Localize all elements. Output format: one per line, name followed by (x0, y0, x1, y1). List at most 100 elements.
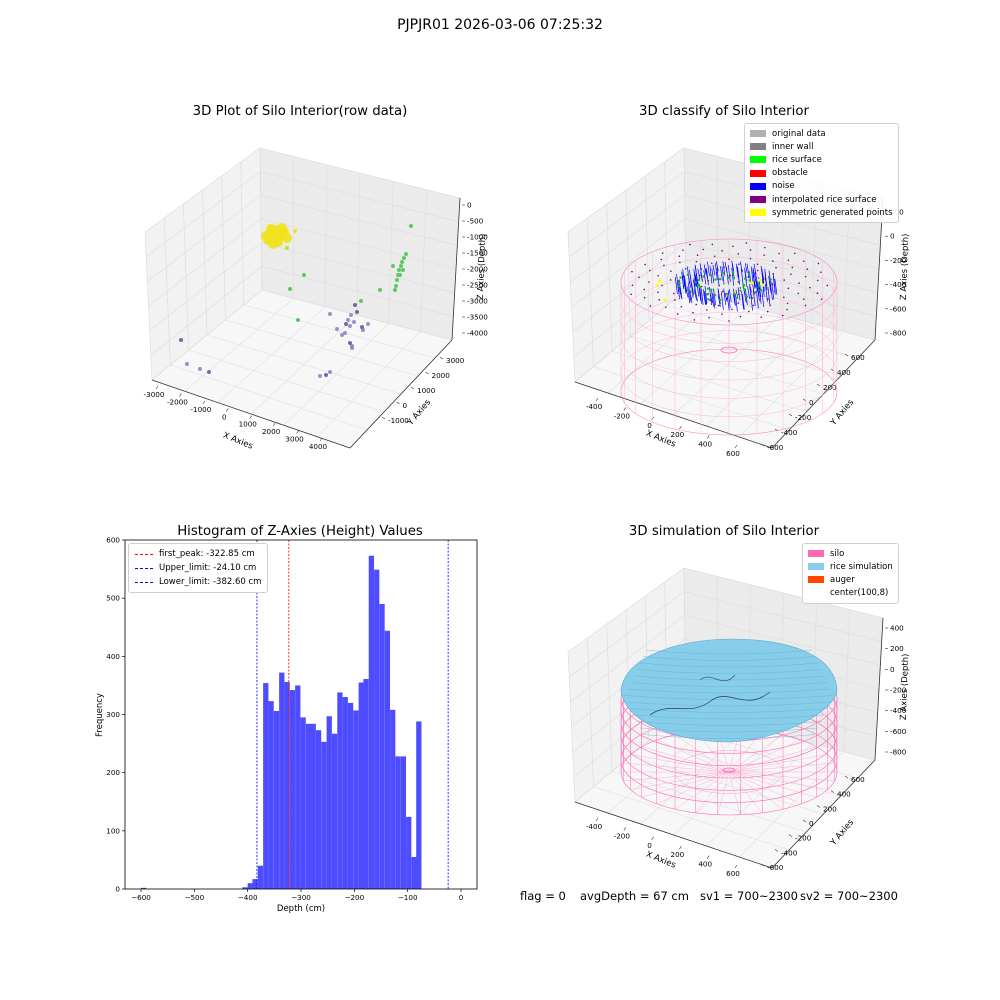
classify-noise-line (681, 271, 685, 289)
classify-rice-point (731, 272, 735, 275)
classify-noise-line (764, 271, 768, 291)
sim-rice-mesh (627, 688, 831, 694)
classify-x-axis-line (574, 381, 773, 449)
classify-interp-point (721, 249, 723, 252)
classify-noise-line (756, 290, 759, 309)
classify-noise-line (721, 292, 724, 310)
classify-rice-point (726, 292, 729, 296)
classify-noise-line (716, 267, 720, 285)
sim-y-tick (802, 819, 807, 823)
hist-legend-label: Lower_limit: -382.60 cm (159, 577, 262, 587)
hist-bar (395, 756, 401, 889)
sim-grid (738, 751, 844, 858)
classify-noise-line (711, 289, 714, 307)
classify-interp-point (678, 255, 681, 258)
classify-interp-point (787, 259, 790, 262)
classify-noise-line (754, 276, 758, 286)
classify-interp-point (760, 316, 762, 319)
raw-point (179, 338, 183, 342)
classify-x-tick (595, 397, 599, 402)
classify-grid (664, 161, 668, 306)
classify-y-tick (760, 443, 765, 447)
classify-y-tick-label: -400 (781, 428, 798, 437)
classify-noise-line (697, 268, 701, 280)
classify-rice-point (694, 280, 697, 284)
classify-noise-line (688, 283, 691, 302)
histogram-legend: first_peak: -322.85 cm Upper_limit: -24.1… (128, 543, 269, 593)
raw-z-axis-line (451, 197, 461, 341)
classify-interp-point (643, 296, 646, 299)
classify-noise-line (703, 270, 707, 285)
classify-noise-line (750, 266, 754, 284)
sim-rice-mesh (645, 649, 813, 655)
classify-noise-line (757, 285, 760, 302)
raw-point (349, 313, 353, 317)
classify-interp-point (676, 313, 679, 315)
classify-x-tick-label: -200 (614, 411, 631, 420)
classify-interp-point (820, 271, 822, 274)
classify-legend-entry: symmetric generated points (750, 206, 893, 219)
hist-x-tick-label: 0 (459, 893, 464, 902)
sim-y-tick (774, 849, 779, 852)
raw-z-tick-label: -1000 (467, 233, 488, 242)
classify-noise-line (740, 268, 744, 287)
raw-z-tick-label: 0 (467, 201, 472, 210)
classify-interp-point (684, 267, 687, 270)
classify-noise-line (752, 274, 756, 288)
classify-noise-line (752, 282, 755, 295)
classify-noise-line (723, 288, 727, 305)
classify-noise-line (726, 295, 730, 311)
hist-x-tick-label: −400 (238, 893, 258, 902)
hist-legend-label: first_peak: -322.85 cm (159, 549, 255, 559)
hist-bar (331, 733, 338, 889)
classify-legend-swatch (750, 169, 766, 177)
classify-noise-line (713, 288, 716, 306)
classify-legend-swatch (750, 143, 766, 151)
sim-x-tick-label: 200 (671, 850, 685, 859)
classify-interp-point (809, 286, 811, 289)
raw-z-tick-label: -1500 (467, 249, 488, 258)
classify-noise-line (694, 289, 697, 301)
classify-x-tick (623, 407, 627, 411)
classify-rice-point (748, 272, 751, 276)
classify-rice-point (759, 288, 762, 292)
classify-noise-line (724, 292, 728, 302)
raw-point (266, 224, 276, 234)
classify-interp-point (786, 302, 789, 305)
raw-point (391, 264, 395, 268)
classify-interp-point (670, 270, 672, 272)
classify-interp-point (649, 305, 652, 307)
classify-legend-entry: interpolated rice surface (750, 193, 893, 206)
hist-bar (252, 879, 258, 889)
classify-interp-point (657, 274, 659, 277)
classify-interp-point (739, 287, 742, 289)
classify-interp-point (793, 252, 796, 255)
classify-z-tick-label: 0 (890, 232, 895, 241)
classify-interp-point (783, 279, 785, 281)
status-sv2: sv2 = 700~2300 (800, 889, 898, 903)
sim-y-tick (844, 775, 849, 779)
classify-y-tick-label: 200 (823, 383, 837, 392)
sim-z-tick-label: 0 (890, 665, 895, 674)
classify-symmetric-point (658, 279, 662, 283)
classify-noise-line (749, 284, 752, 293)
sim-x-tick-label: 0 (647, 841, 652, 850)
classify-rice-point (726, 276, 730, 279)
raw-y-tick (439, 356, 444, 360)
classify-interp-point (648, 269, 651, 272)
classify-interp-point (721, 313, 723, 315)
raw-point (394, 284, 398, 288)
hist-bar (400, 756, 407, 889)
hist-bar (379, 603, 385, 889)
classify-rice-point (679, 276, 682, 279)
classify-y-tick-label: -200 (795, 413, 812, 422)
sim-rice-mesh (642, 734, 816, 739)
classify-rice-point (748, 279, 751, 282)
hist-y-tick-label: 200 (106, 768, 120, 777)
hist-bar (416, 721, 422, 889)
raw-point (285, 246, 289, 250)
sim-x-tick-label: 400 (698, 860, 712, 869)
hist-bar (263, 683, 269, 889)
classify-interp-point (692, 311, 694, 314)
classify-noise-line (737, 267, 740, 285)
